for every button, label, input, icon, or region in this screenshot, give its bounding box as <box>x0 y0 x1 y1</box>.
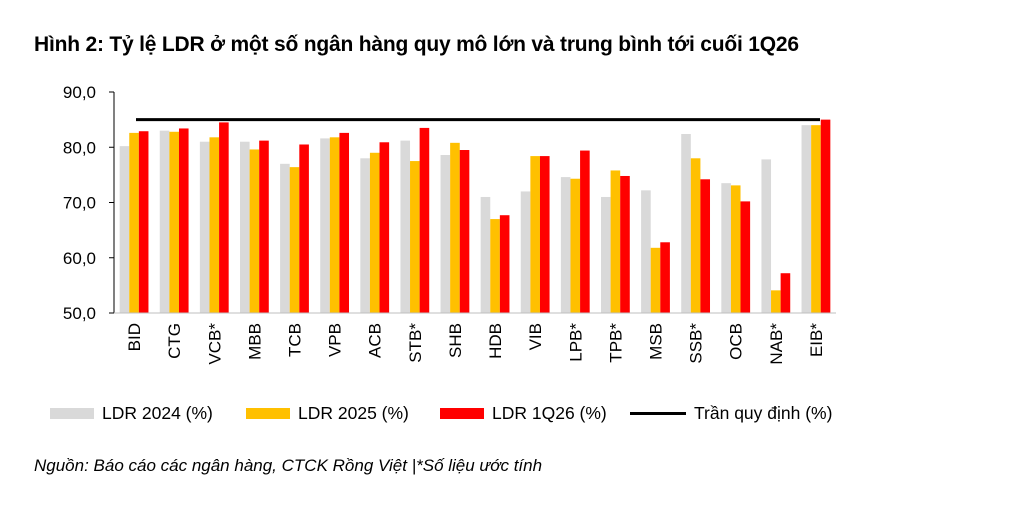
y-tick-label: 60,0 <box>63 249 96 268</box>
bar-stb-s0 <box>400 140 411 313</box>
bar-mbb-s2 <box>259 140 269 313</box>
x-tick-label: VCB* <box>205 323 224 365</box>
bar-tpb-s1 <box>610 170 621 313</box>
bar-msb-s1 <box>650 247 661 313</box>
x-tick-label: MBB <box>245 323 264 360</box>
x-tick-label: CTG <box>165 323 184 359</box>
bar-ctg-s2 <box>178 128 189 313</box>
bar-acb-s2 <box>379 142 390 313</box>
x-tick-label: BID <box>125 323 144 351</box>
x-tick-label: SSB* <box>687 323 706 364</box>
bar-bid-s1 <box>129 132 139 313</box>
chart-title: Hình 2: Tỷ lệ LDR ở một số ngân hàng quy… <box>34 33 799 56</box>
bar-tcb-s2 <box>299 144 309 313</box>
bar-tcb-s1 <box>289 167 300 313</box>
bar-vcb-s2 <box>219 122 229 313</box>
bar-mbb-s0 <box>239 141 250 313</box>
bar-tpb-s0 <box>600 196 611 313</box>
bar-tpb-s2 <box>620 175 630 313</box>
bar-shb-s1 <box>450 142 460 313</box>
bar-ssb-s2 <box>700 179 711 313</box>
bar-vpb-s2 <box>339 132 350 313</box>
source-note: Nguồn: Báo cáo các ngân hàng, CTCK Rồng … <box>34 456 543 475</box>
y-tick-label: 70,0 <box>63 194 96 213</box>
bar-stb-s1 <box>410 161 420 313</box>
bar-nab-s0 <box>761 159 772 313</box>
x-tick-label: TPB* <box>606 323 625 363</box>
y-tick-label: 90,0 <box>63 83 96 102</box>
y-tick-label: 80,0 <box>63 138 96 157</box>
x-axis: BID CTG VCB* MBB TCB VPB ACB STB* SHB HDB VIB LPB* T… <box>114 312 836 365</box>
bar-lpb-s2 <box>580 150 590 313</box>
bar-eib-s0 <box>801 125 812 314</box>
bar-ocb-s0 <box>721 183 731 313</box>
x-tick-label: STB* <box>406 323 425 363</box>
bar-acb-s1 <box>369 152 380 313</box>
x-tick-label: TCB <box>286 323 305 357</box>
bar-ctg-s1 <box>169 131 179 313</box>
x-tick-label: ACB <box>366 323 385 358</box>
bar-nab-s1 <box>771 290 781 313</box>
x-tick-label: LPB* <box>566 323 585 362</box>
bar-shb-s0 <box>440 154 451 313</box>
bar-acb-s0 <box>360 158 370 313</box>
bar-msb-s2 <box>660 242 670 313</box>
x-tick-label: HDB <box>486 323 505 359</box>
bar-group <box>119 119 831 314</box>
bar-ocb-s2 <box>740 201 751 313</box>
bar-vib-s2 <box>539 156 550 313</box>
bar-hdb-s2 <box>499 215 510 313</box>
bar-bid-s0 <box>119 146 130 313</box>
bar-lpb-s1 <box>570 178 581 313</box>
x-tick-label: NAB* <box>767 323 786 365</box>
bar-ssb-s0 <box>681 133 691 313</box>
bar-msb-s0 <box>641 190 651 313</box>
x-tick-label: VIB <box>526 323 545 350</box>
x-tick-label: MSB <box>647 323 666 360</box>
bar-hdb-s1 <box>490 219 500 313</box>
bar-tcb-s0 <box>280 163 290 313</box>
x-tick-label: OCB <box>727 323 746 360</box>
y-tick-label: 50,0 <box>63 304 96 323</box>
bar-vpb-s0 <box>320 138 330 313</box>
bar-mbb-s1 <box>249 149 260 313</box>
bar-lpb-s0 <box>560 177 571 313</box>
bar-vcb-s1 <box>209 137 220 313</box>
x-tick-label: SHB <box>446 323 465 358</box>
bar-vpb-s1 <box>329 137 340 313</box>
y-axis: 50,0 60,0 70,0 80,0 90,0 <box>63 83 115 323</box>
bar-vcb-s0 <box>199 141 210 313</box>
bar-hdb-s0 <box>480 196 491 313</box>
x-tick-label: EIB* <box>807 323 826 357</box>
bar-eib-s2 <box>820 119 831 314</box>
bar-bid-s2 <box>138 131 149 313</box>
bar-stb-s2 <box>419 127 430 313</box>
bar-vib-s0 <box>520 191 531 313</box>
bar-nab-s2 <box>780 273 791 313</box>
bar-shb-s2 <box>459 150 470 313</box>
bar-ocb-s1 <box>730 185 741 313</box>
bar-ctg-s0 <box>159 130 170 313</box>
bar-vib-s1 <box>530 156 540 313</box>
bar-ssb-s1 <box>690 158 701 313</box>
x-tick-label: VPB <box>326 323 345 357</box>
bar-eib-s1 <box>811 125 821 314</box>
